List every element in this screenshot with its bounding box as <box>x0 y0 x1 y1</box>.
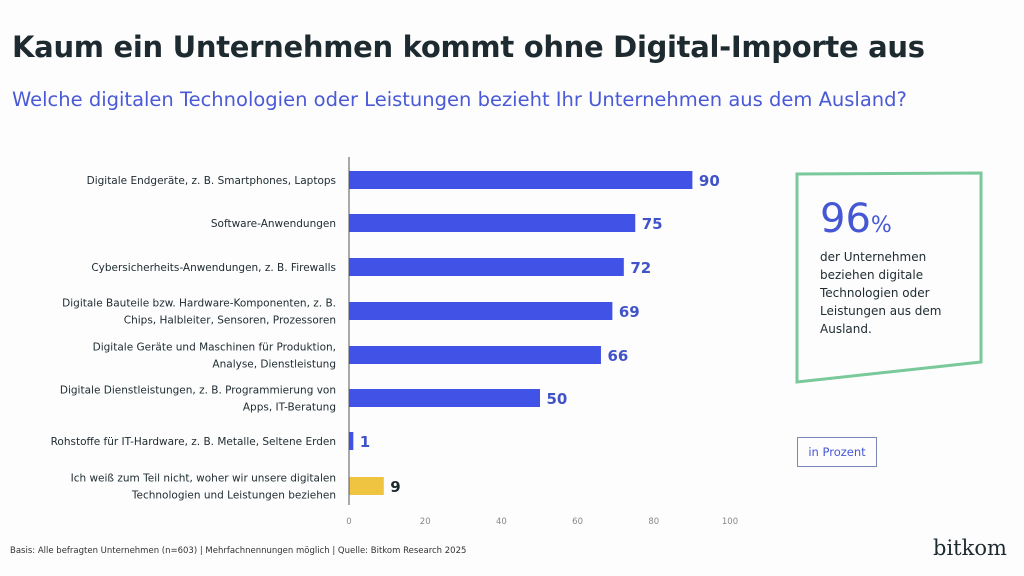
kpi-unit: % <box>870 213 892 238</box>
x-tick-label: 80 <box>648 517 659 527</box>
source-footnote: Basis: Alle befragten Unternehmen (n=603… <box>10 546 467 556</box>
kpi-value: 96% <box>820 196 892 242</box>
category-label: Cybersicherheits-Anwendungen, z. B. Fire… <box>91 262 336 274</box>
category-label: Apps, IT-Beratung <box>243 402 336 414</box>
category-label: Rohstoffe für IT-Hardware, z. B. Metalle… <box>51 436 336 448</box>
category-label: Digitale Bauteile bzw. Hardware-Komponen… <box>62 298 336 310</box>
data-label: 9 <box>390 478 400 496</box>
data-label: 69 <box>619 303 640 321</box>
bar <box>349 302 613 320</box>
x-tick-label: 100 <box>722 517 738 527</box>
kpi-frame <box>795 171 983 384</box>
bar <box>349 389 540 407</box>
data-label: 66 <box>607 347 628 365</box>
x-tick-label: 40 <box>496 517 507 527</box>
data-label: 72 <box>630 259 651 277</box>
data-label: 75 <box>642 215 663 233</box>
category-label: Technologien und Leistungen beziehen <box>131 490 336 502</box>
bar <box>349 171 693 189</box>
category-label: Digitale Endgeräte, z. B. Smartphones, L… <box>87 175 336 187</box>
category-label: Chips, Halbleiter, Sensoren, Prozessoren <box>124 315 336 327</box>
category-label: Digitale Geräte und Maschinen für Produk… <box>93 342 336 354</box>
category-label: Digitale Dienstleistungen, z. B. Program… <box>60 385 336 397</box>
bar <box>349 477 384 495</box>
page-subtitle: Welche digitalen Technologien oder Leist… <box>12 88 907 111</box>
kpi-description: der Unternehmen beziehen digitale Techno… <box>820 250 942 336</box>
bar <box>349 258 624 276</box>
x-tick-label: 60 <box>572 517 583 527</box>
bitkom-logo: bitkom <box>933 536 1007 560</box>
data-label: 50 <box>547 390 568 408</box>
category-label: Ich weiß zum Teil nicht, woher wir unser… <box>71 473 336 485</box>
bar <box>349 346 601 364</box>
bar <box>349 214 636 232</box>
data-label: 1 <box>360 433 370 451</box>
x-tick-label: 20 <box>420 517 431 527</box>
data-label: 90 <box>699 172 720 190</box>
unit-label: in Prozent <box>797 437 877 467</box>
category-label: Analyse, Dienstleistung <box>212 359 336 371</box>
bar <box>349 432 354 450</box>
x-tick-label: 0 <box>346 517 351 527</box>
kpi-number: 96 <box>820 196 871 242</box>
category-label: Software-Anwendungen <box>211 218 336 230</box>
page-title: Kaum ein Unternehmen kommt ohne Digital-… <box>12 30 925 64</box>
